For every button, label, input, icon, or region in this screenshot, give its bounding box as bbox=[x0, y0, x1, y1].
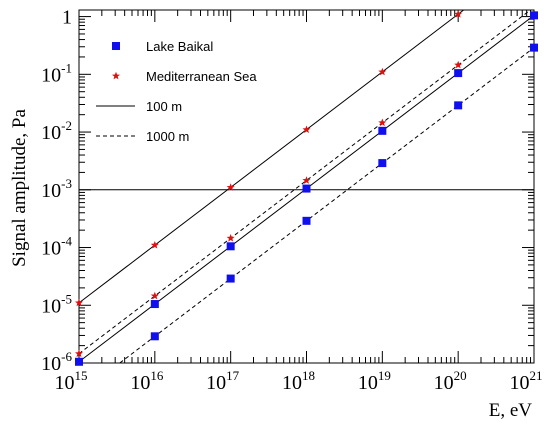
y-axis-title: Signal amplitude, Pa bbox=[9, 109, 30, 267]
mediterranean-point bbox=[378, 118, 387, 127]
baikal-point bbox=[75, 357, 83, 366]
x-tick-label: 1016 bbox=[130, 368, 164, 394]
y-tick-label: 10-6 bbox=[41, 349, 72, 375]
legend-entry: Lake Baikal bbox=[112, 39, 213, 54]
legend-entry: Mediterranean Sea bbox=[112, 69, 257, 84]
legend-square-icon bbox=[112, 42, 120, 50]
mediterranean-point bbox=[150, 240, 159, 249]
x-tick-label: 1017 bbox=[206, 368, 240, 394]
mediterranean-point bbox=[75, 349, 83, 358]
x-tick-label: 1021 bbox=[510, 368, 543, 394]
legend-entry: 1000 m bbox=[96, 129, 189, 144]
baikal-point bbox=[226, 274, 235, 283]
mediterranean-point bbox=[454, 60, 463, 69]
mediterranean-point bbox=[378, 67, 387, 76]
mediterranean-point bbox=[454, 9, 463, 18]
y-tick-label: 1 bbox=[62, 7, 72, 29]
legend-label: 100 m bbox=[146, 99, 182, 114]
y-tick-label: 10-4 bbox=[41, 234, 72, 260]
mediterranean-point bbox=[302, 125, 311, 134]
legend-star-icon bbox=[112, 71, 120, 80]
baikal-point bbox=[378, 126, 387, 135]
y-tick-label: 10-1 bbox=[41, 60, 72, 86]
mediterranean-point bbox=[302, 176, 311, 184]
baikal-point bbox=[226, 242, 235, 251]
x-tick-label: 1019 bbox=[358, 368, 391, 394]
x-tick-label: 1018 bbox=[282, 368, 315, 394]
mediterranean-point bbox=[75, 298, 83, 307]
baikal-point bbox=[530, 11, 538, 20]
mediterranean-point bbox=[226, 234, 235, 242]
fit-line-dashed bbox=[119, 47, 535, 364]
baikal-point bbox=[378, 159, 387, 168]
legend: Lake Baikal Mediterranean Sea 100 m 1000 m bbox=[96, 39, 257, 144]
baikal-point bbox=[530, 43, 538, 52]
y-tick-label: 10-2 bbox=[41, 118, 72, 144]
mediterranean-point bbox=[226, 183, 235, 191]
y-tick-label: 10-3 bbox=[41, 176, 72, 202]
baikal-point bbox=[454, 69, 463, 78]
baikal-point bbox=[302, 184, 311, 193]
legend-label: 1000 m bbox=[146, 129, 189, 144]
x-tick-label: 1020 bbox=[434, 368, 467, 394]
fit-line-solid bbox=[78, 9, 464, 304]
legend-entry: 100 m bbox=[96, 99, 182, 114]
legend-label: Lake Baikal bbox=[146, 39, 213, 54]
x-axis-title: E, eV bbox=[489, 400, 533, 421]
y-tick-label: 10-5 bbox=[41, 291, 72, 317]
marks-layer bbox=[75, 9, 538, 366]
baikal-point bbox=[302, 216, 311, 225]
baikal-point bbox=[454, 101, 463, 110]
legend-label: Mediterranean Sea bbox=[146, 69, 257, 84]
mediterranean-point bbox=[150, 291, 159, 300]
x-tick-label: 1015 bbox=[55, 368, 88, 394]
baikal-point bbox=[150, 300, 159, 309]
baikal-point bbox=[150, 332, 159, 341]
